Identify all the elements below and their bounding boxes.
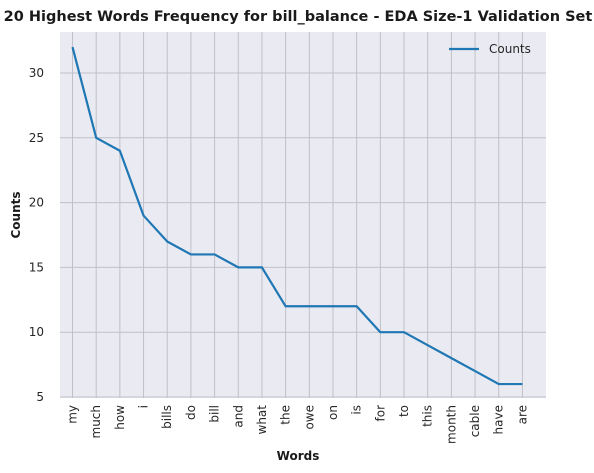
x-tick-label: how <box>113 405 127 430</box>
x-tick-label: what <box>255 405 269 435</box>
series-group <box>71 46 523 386</box>
x-tick-label: much <box>89 405 103 439</box>
x-tick-label: on <box>326 405 340 420</box>
x-tick-label: are <box>515 405 529 424</box>
chart-title: 20 Highest Words Frequency for bill_bala… <box>4 9 593 25</box>
y-tick-label: 20 <box>29 196 44 210</box>
x-tick-label: is <box>350 405 364 415</box>
series-line-counts <box>71 46 523 386</box>
x-tick-label: the <box>279 405 293 425</box>
x-tick-label: and <box>231 405 245 428</box>
x-axis-label: Words <box>277 449 320 463</box>
x-tick-label: i <box>137 405 151 408</box>
x-tick-label: my <box>66 405 80 424</box>
legend: Counts <box>449 42 531 56</box>
y-axis-ticks: 5 10 15 20 25 30 <box>29 66 44 404</box>
plot-area <box>60 32 546 398</box>
y-tick-label: 10 <box>29 325 44 339</box>
x-tick-label: for <box>373 405 387 422</box>
x-tick-label: bills <box>160 405 174 429</box>
x-tick-label: month <box>444 405 458 444</box>
y-tick-label: 30 <box>29 66 44 80</box>
legend-label-counts: Counts <box>489 42 531 56</box>
x-tick-label: owe <box>302 405 316 430</box>
x-tick-label: to <box>397 405 411 417</box>
y-tick-label: 25 <box>29 131 44 145</box>
x-tick-label: cable <box>468 405 482 437</box>
y-tick-label: 5 <box>36 390 44 404</box>
grid <box>60 32 546 398</box>
y-axis-label: Counts <box>9 191 23 238</box>
y-tick-label: 15 <box>29 260 44 274</box>
x-tick-label: bill <box>208 405 222 423</box>
x-tick-label: this <box>421 405 435 427</box>
x-tick-label: do <box>184 405 198 420</box>
x-axis-ticks: my much how i bills do bill and what the owe on is fo… <box>66 405 530 444</box>
x-tick-label: have <box>492 405 506 434</box>
